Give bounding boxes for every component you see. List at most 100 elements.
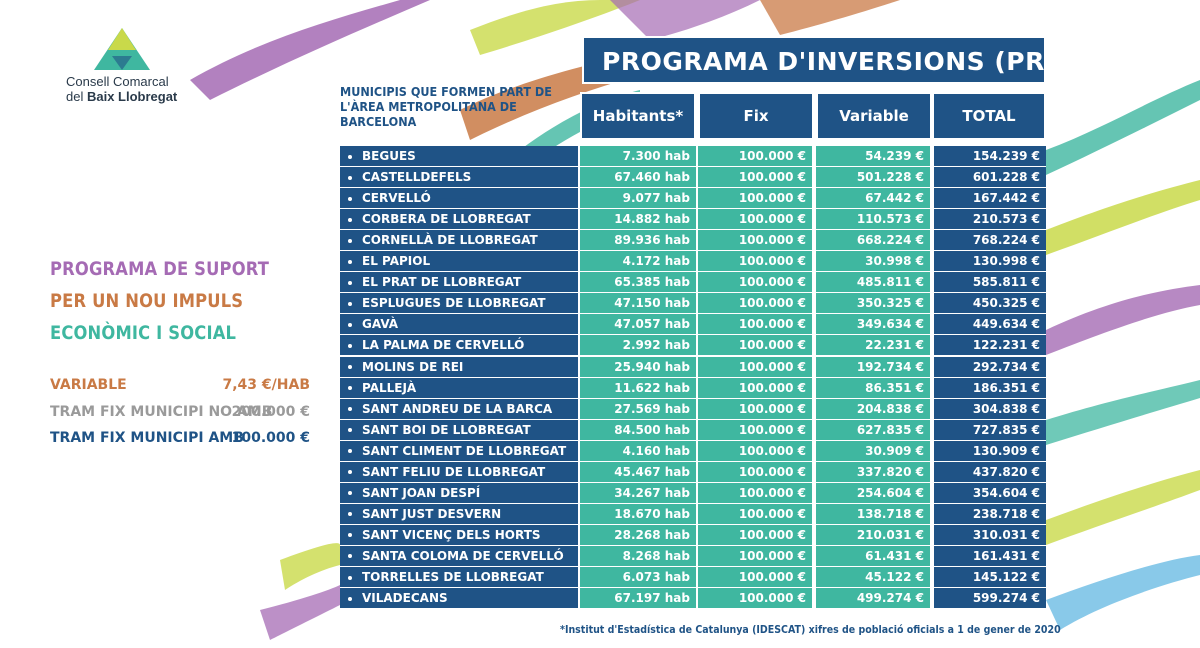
fix-cell: 100.000 € [698, 503, 812, 524]
bullet-icon [348, 407, 352, 412]
side-title-line-2: PER UN NOU IMPULS [50, 290, 244, 312]
bullet-icon [348, 365, 352, 369]
municipality-name: MOLINS DE REI [340, 356, 578, 377]
bullet-icon [348, 491, 352, 496]
total-cell: 122.231 € [934, 335, 1046, 356]
habitants-cell: 45.467 hab [580, 461, 696, 482]
municipality-name-text: SANT CLIMENT DE LLOBREGAT [362, 443, 567, 458]
municipality-name: PALLEJÀ [340, 377, 578, 398]
municipality-name-text: GAVÀ [362, 317, 399, 332]
legend-variable-label: VARIABLE [50, 377, 127, 393]
legend-variable: VARIABLE 7,43 €/HAB [50, 377, 310, 393]
total-cell: 437.820 € [934, 461, 1046, 482]
fix-cell: 100.000 € [698, 377, 812, 398]
fix-cell: 100.000 € [698, 482, 812, 503]
habitants-cell: 65.385 hab [580, 272, 696, 293]
total-cell: 186.351 € [934, 377, 1046, 398]
fix-cell: 100.000 € [698, 440, 812, 461]
table-row: SANT FELIU DE LLOBREGAT 45.467 hab 100.000… [0, 461, 1200, 482]
municipality-name-text: CERVELLÓ [362, 191, 431, 206]
total-cell: 210.573 € [934, 209, 1046, 230]
municipality-name: LA PALMA DE CERVELLÓ [340, 335, 578, 356]
habitants-cell: 27.569 hab [580, 398, 696, 419]
legend-fix-amb: TRAM FIX MUNICIPI AMB 100.000 € [50, 430, 310, 446]
table-row: VILADECANS 67.197 hab 100.000 €499.274 €59… [0, 588, 1200, 609]
fix-cell: 100.000 € [698, 335, 812, 356]
variable-cell: 349.634 € [816, 314, 930, 335]
table-row: CORNELLÀ DE LLOBREGAT 89.936 hab 100.000 €… [0, 230, 1200, 251]
table-row: EL PRAT DE LLOBREGAT 65.385 hab 100.000 €4… [0, 272, 1200, 293]
total-cell: 727.835 € [934, 419, 1046, 440]
municipality-name: SANT CLIMENT DE LLOBREGAT [340, 440, 578, 461]
bullet-icon [348, 470, 352, 475]
variable-cell: 54.239 € [816, 146, 930, 166]
variable-cell: 204.838 € [816, 398, 930, 419]
total-cell: 768.224 € [934, 230, 1046, 251]
side-title-line-1: PROGRAMA DE SUPORT [50, 258, 270, 280]
fix-cell: 100.000 € [698, 419, 812, 440]
table-row: SANT JUST DESVERN 18.670 hab 100.000 €138.… [0, 503, 1200, 524]
bullet-icon [348, 196, 352, 201]
total-cell: 599.274 € [934, 588, 1046, 609]
table-row: CERVELLÓ 9.077 hab 100.000 €67.442 €167.44… [0, 188, 1200, 209]
bullet-icon [348, 175, 352, 180]
municipality-name: CASTELLDEFELS [340, 167, 578, 188]
variable-cell: 45.122 € [816, 567, 930, 587]
variable-cell: 501.228 € [816, 167, 930, 188]
bullet-icon [348, 428, 352, 433]
fix-cell: 100.000 € [698, 188, 812, 209]
table-row: MOLINS DE REI 25.940 hab 100.000 €192.734 … [0, 356, 1200, 377]
side-title-line-3: ECONÒMIC I SOCIAL [50, 322, 237, 344]
table-row: GAVÀ 47.057 hab 100.000 €349.634 €449.634 … [0, 314, 1200, 335]
bullet-icon [348, 533, 352, 538]
variable-cell: 337.820 € [816, 461, 930, 482]
variable-cell: 350.325 € [816, 293, 930, 314]
fix-cell: 100.000 € [698, 209, 812, 230]
habitants-cell: 84.500 hab [580, 419, 696, 440]
total-cell: 161.431 € [934, 545, 1046, 566]
bullet-icon [348, 512, 352, 517]
municipality-name: SANT ANDREU DE LA BARCA [340, 398, 578, 419]
table-row: ESPLUGUES DE LLOBREGAT 47.150 hab 100.000 … [0, 293, 1200, 314]
logo-line-1: Consell Comarcal [66, 74, 169, 89]
bullet-icon [348, 217, 352, 222]
header-fix: Fix [698, 92, 814, 140]
table-row: PALLEJÀ 11.622 hab 100.000 €86.351 €186.35… [0, 377, 1200, 398]
footnote: *Institut d'Estadística de Catalunya (ID… [560, 624, 1061, 636]
municipality-name-text: TORRELLES DE LLOBREGAT [362, 570, 544, 584]
variable-cell: 30.909 € [816, 440, 930, 461]
table-row: SANTA COLOMA DE CERVELLÓ 8.268 hab 100.000… [0, 545, 1200, 566]
program-title: PROGRAMA D'INVERSIONS (PRI) [582, 36, 1066, 84]
bullet-icon [348, 343, 352, 348]
fix-cell: 100.000 € [698, 314, 812, 335]
total-cell: 449.634 € [934, 314, 1046, 335]
bullet-icon [348, 449, 352, 454]
logo: Consell Comarcal del Baix Llobregat [60, 26, 180, 106]
municipality-name-text: SANT ANDREU DE LA BARCA [362, 401, 553, 416]
legend-fix-no-amb-label: TRAM FIX MUNICIPI NO AMB [50, 404, 273, 420]
total-cell: 130.909 € [934, 440, 1046, 461]
total-cell: 154.239 € [934, 146, 1046, 166]
habitants-cell: 9.077 hab [580, 188, 696, 209]
variable-cell: 30.998 € [816, 251, 930, 272]
bullet-icon [348, 301, 352, 306]
variable-cell: 192.734 € [816, 356, 930, 377]
total-cell: 601.228 € [934, 167, 1046, 188]
logo-line-2-prefix: del [66, 89, 87, 104]
total-cell: 304.838 € [934, 398, 1046, 419]
municipalities-heading: MUNICIPIS QUE FORMEN PART DE L'ÀREA METR… [340, 84, 552, 129]
municipality-name: CERVELLÓ [340, 188, 578, 209]
bullet-icon [348, 238, 352, 243]
variable-cell: 254.604 € [816, 482, 930, 503]
habitants-cell: 4.160 hab [580, 440, 696, 461]
variable-cell: 499.274 € [816, 588, 930, 609]
municipality-name: CORBERA DE LLOBREGAT [340, 209, 578, 230]
municipality-name: SANT JUST DESVERN [340, 503, 578, 524]
bullet-icon [348, 575, 352, 580]
municipality-name: SANT FELIU DE LLOBREGAT [340, 461, 578, 482]
variable-cell: 67.442 € [816, 188, 930, 209]
municipality-name-text: EL PRAT DE LLOBREGAT [362, 275, 522, 290]
table-row: SANT JOAN DESPÍ 34.267 hab 100.000 €254.60… [0, 482, 1200, 503]
table-row: SANT VICENÇ DELS HORTS 28.268 hab 100.000 … [0, 524, 1200, 545]
municipality-name-text: SANT JUST DESVERN [362, 506, 502, 521]
